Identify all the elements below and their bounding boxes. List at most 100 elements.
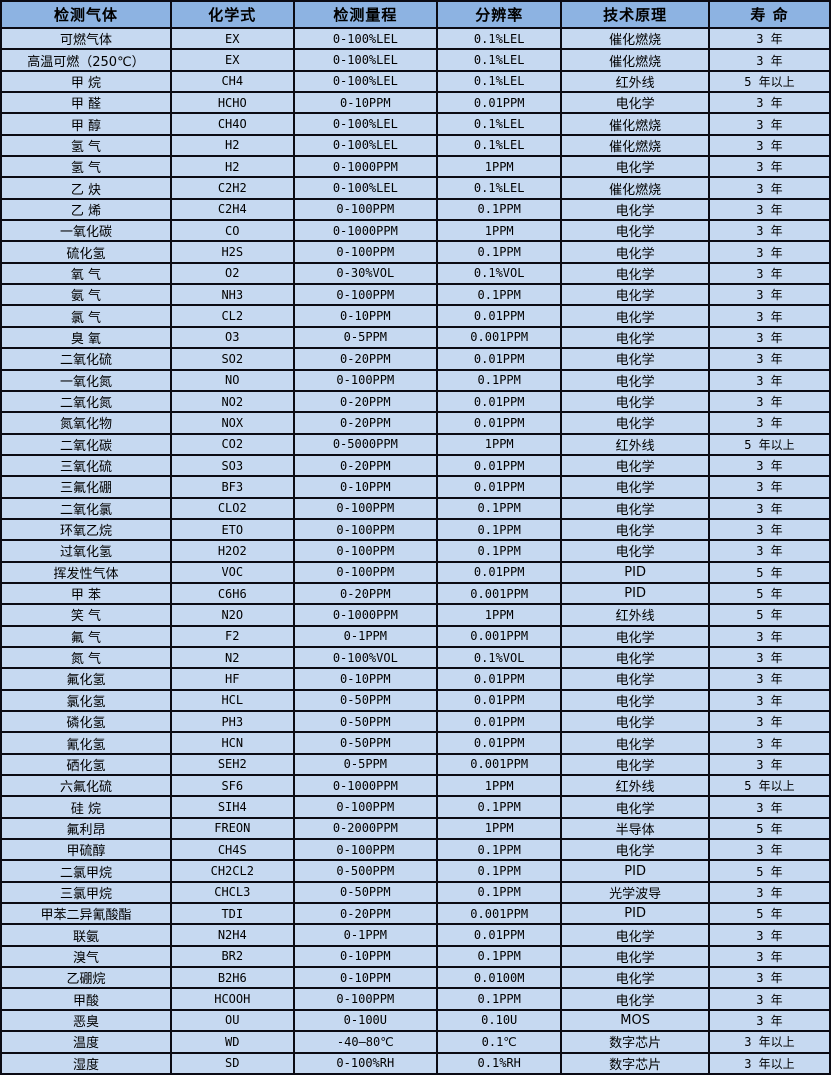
- table-cell: 红外线: [560, 432, 710, 456]
- table-cell: 0-100PPM: [292, 197, 439, 222]
- table-cell: 0-50PPM: [292, 880, 439, 905]
- table-cell: F2: [169, 624, 295, 648]
- table-row: 六氟化硫 SF6 0-1000PPM 1PPM 红外线 5 年以上: [0, 774, 831, 798]
- table-row: 乙 炔 C2H2 0-100%LEL 0.1%LEL 催化燃烧 3 年: [0, 176, 831, 200]
- header-row: 检测气体 化学式 检测量程 分辨率 技术原理寿 命: [0, 0, 831, 29]
- table-cell: 红外线: [560, 603, 710, 627]
- table-cell: 3 年以上: [707, 1051, 831, 1075]
- table-cell: 0.1PPM: [436, 838, 563, 862]
- table-cell: HCHO: [169, 91, 295, 115]
- table-cell: 甲 烷: [0, 69, 172, 94]
- table-cell: 0-1PPM: [292, 923, 439, 947]
- table-cell: B2H6: [169, 966, 295, 990]
- table-cell: SD: [169, 1051, 295, 1075]
- table-cell: 3 年: [707, 283, 831, 307]
- table-cell: 电化学: [560, 453, 710, 478]
- column-header: 化学式: [169, 0, 295, 29]
- table-cell: FREON: [169, 816, 295, 841]
- table-cell: 电化学: [560, 645, 710, 670]
- table-cell: 0.01PPM: [436, 304, 563, 328]
- table-cell: 0.1PPM: [436, 240, 563, 264]
- table-cell: 0.1℃: [436, 1030, 563, 1054]
- table-cell: 0-100%LEL: [292, 176, 439, 200]
- table-cell: 光学波导: [560, 880, 710, 905]
- table-cell: HCN: [169, 731, 295, 755]
- table-cell: 0-100PPM: [292, 283, 439, 307]
- table-cell: 0-100%RH: [292, 1051, 439, 1075]
- table-cell: 0.1%LEL: [436, 112, 563, 136]
- table-cell: 3 年: [707, 923, 831, 947]
- table-cell: 电化学: [560, 966, 710, 990]
- table-cell: 0.01PPM: [436, 453, 563, 478]
- table-row: 臭 氧 O3 0-5PPM 0.001PPM 电化学 3 年: [0, 325, 831, 350]
- table-cell: 0-100PPM: [292, 560, 439, 584]
- table-cell: 六氟化硫: [0, 774, 172, 798]
- table-cell: 3 年以上: [707, 1030, 831, 1054]
- table-row: 乙硼烷 B2H6 0-10PPM 0.0100M 电化学 3 年: [0, 966, 831, 990]
- table-cell: 温度: [0, 1030, 172, 1054]
- table-row: 二氯甲烷 CH2CL2 0-500PPM 0.1PPM PID 5 年: [0, 859, 831, 883]
- table-row: 氰化氢 HCN 0-50PPM 0.01PPM 电化学 3 年: [0, 731, 831, 755]
- table-cell: EX: [169, 48, 295, 72]
- table-cell: 0-10PPM: [292, 667, 439, 691]
- table-cell: 3 年: [707, 91, 831, 115]
- table-cell: PH3: [169, 709, 295, 734]
- table-cell: 挥发性气体: [0, 560, 172, 584]
- table-row: 乙 烯 C2H4 0-100PPM 0.1PPM 电化学 3 年: [0, 197, 831, 222]
- table-cell: 氨 气: [0, 283, 172, 307]
- table-cell: 0.0100M: [436, 966, 563, 990]
- table-cell: 0-100PPM: [292, 496, 439, 520]
- table-cell: 催化燃烧: [560, 176, 710, 200]
- table-row: 硅 烷 SIH4 0-100PPM 0.1PPM 电化学 3 年: [0, 795, 831, 819]
- table-cell: 数字芯片: [560, 1030, 710, 1054]
- table-cell: 二氧化碳: [0, 432, 172, 456]
- table-cell: NOX: [169, 411, 295, 435]
- table-cell: 0-100PPM: [292, 539, 439, 563]
- table-row: 氮 气 N2 0-100%VOL 0.1%VOL 电化学 3 年: [0, 645, 831, 670]
- table-cell: 3 年: [707, 688, 831, 713]
- table-cell: SEH2: [169, 752, 295, 777]
- column-header: 检测量程: [292, 0, 439, 29]
- table-cell: 3 年: [707, 261, 831, 286]
- table-cell: 乙硼烷: [0, 966, 172, 990]
- table-cell: 0.1PPM: [436, 987, 563, 1011]
- table-cell: CH4: [169, 69, 295, 94]
- table-row: 甲苯二异氰酸酯 TDI 0-20PPM 0.001PPM PID 5 年: [0, 902, 831, 926]
- table-cell: 0.01PPM: [436, 923, 563, 947]
- table-cell: 甲酸: [0, 987, 172, 1011]
- table-cell: 1PPM: [436, 432, 563, 456]
- table-row: 氢 气 H2 0-1000PPM 1PPM 电化学 3 年: [0, 155, 831, 179]
- table-cell: 电化学: [560, 475, 710, 499]
- table-cell: HF: [169, 667, 295, 691]
- table-cell: SO3: [169, 453, 295, 478]
- table-cell: WD: [169, 1030, 295, 1054]
- table-cell: 1PPM: [436, 603, 563, 627]
- table-cell: 电化学: [560, 709, 710, 734]
- table-cell: 红外线: [560, 774, 710, 798]
- table-row: 甲 苯 C6H6 0-20PPM 0.001PPM PID 5 年: [0, 581, 831, 606]
- table-row: 氯 气 CL2 0-10PPM 0.01PPM 电化学 3 年: [0, 304, 831, 328]
- table-cell: 电化学: [560, 624, 710, 648]
- table-cell: 氰化氢: [0, 731, 172, 755]
- table-cell: TDI: [169, 902, 295, 926]
- table-cell: 3 年: [707, 1008, 831, 1033]
- table-cell: 0-100%LEL: [292, 48, 439, 72]
- table-cell: 甲苯二异氰酸酯: [0, 902, 172, 926]
- table-cell: 硫化氢: [0, 240, 172, 264]
- table-cell: CO: [169, 219, 295, 243]
- table-cell: 0.01PPM: [436, 475, 563, 499]
- table-cell: BR2: [169, 944, 295, 969]
- table-cell: 0.01PPM: [436, 347, 563, 371]
- table-cell: SO2: [169, 347, 295, 371]
- table-cell: PID: [560, 560, 710, 584]
- table-cell: 3 年: [707, 987, 831, 1011]
- table-cell: 0.1PPM: [436, 496, 563, 520]
- table-cell: 3 年: [707, 240, 831, 264]
- table-cell: 过氧化氢: [0, 539, 172, 563]
- table-cell: 可燃气体: [0, 26, 172, 51]
- table-cell: 催化燃烧: [560, 48, 710, 72]
- table-cell: 0-20PPM: [292, 389, 439, 414]
- table-cell: 0-1PPM: [292, 624, 439, 648]
